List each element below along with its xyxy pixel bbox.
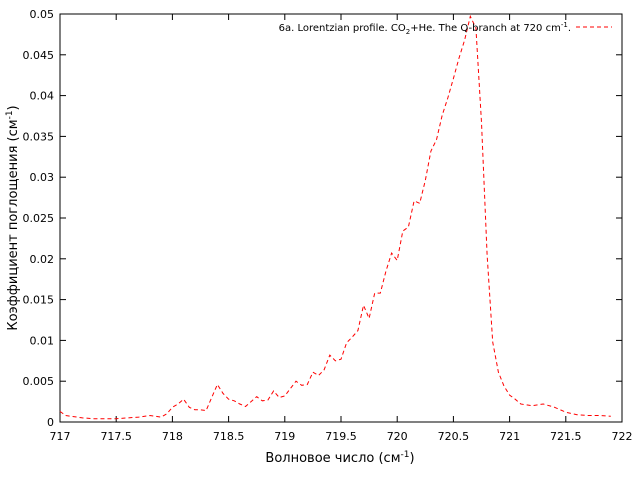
x-tick-label: 717 xyxy=(50,430,71,443)
y-tick-label: 0 xyxy=(47,416,54,429)
x-tick-label: 720.5 xyxy=(438,430,470,443)
x-tick-label: 719.5 xyxy=(325,430,357,443)
x-tick-label: 719 xyxy=(274,430,295,443)
y-tick-label: 0.04 xyxy=(30,90,55,103)
legend: 6a. Lorentzian profile. CO2+He. The Q-br… xyxy=(279,21,612,36)
y-tick-label: 0.01 xyxy=(30,334,55,347)
y-tick-label: 0.05 xyxy=(30,8,55,21)
x-axis-title: Волновое число (см-1) xyxy=(265,450,414,466)
x-tick-label: 718 xyxy=(162,430,183,443)
x-tick-label: 718.5 xyxy=(213,430,245,443)
x-tick-label: 720 xyxy=(387,430,408,443)
x-tick-label: 722 xyxy=(612,430,633,443)
y-tick-label: 0.03 xyxy=(30,171,55,184)
x-tick-label: 721.5 xyxy=(550,430,582,443)
series-line xyxy=(59,14,611,420)
y-tick-label: 0.02 xyxy=(30,253,55,266)
y-tick-label: 0.015 xyxy=(23,294,55,307)
x-tick-label: 717.5 xyxy=(100,430,132,443)
y-tick-label: 0.005 xyxy=(23,375,55,388)
plot-frame xyxy=(59,13,623,423)
y-axis-ticks: 0 0.005 0.01 0.015 0.02 0.025 0.03 0.035 0.04 0.0… xyxy=(23,8,622,429)
legend-label: 6a. Lorentzian profile. CO2+He. The Q-br… xyxy=(279,21,571,36)
y-axis-title: Коэффициент поглощения (см-1) xyxy=(5,105,21,330)
x-tick-label: 721 xyxy=(499,430,520,443)
y-tick-label: 0.025 xyxy=(23,212,55,225)
y-tick-label: 0.045 xyxy=(23,49,55,62)
x-axis-ticks: 717 717.5 718 718.5 719 719.5 720 720.5 721 721.5… xyxy=(50,14,633,443)
y-tick-label: 0.035 xyxy=(23,130,55,143)
